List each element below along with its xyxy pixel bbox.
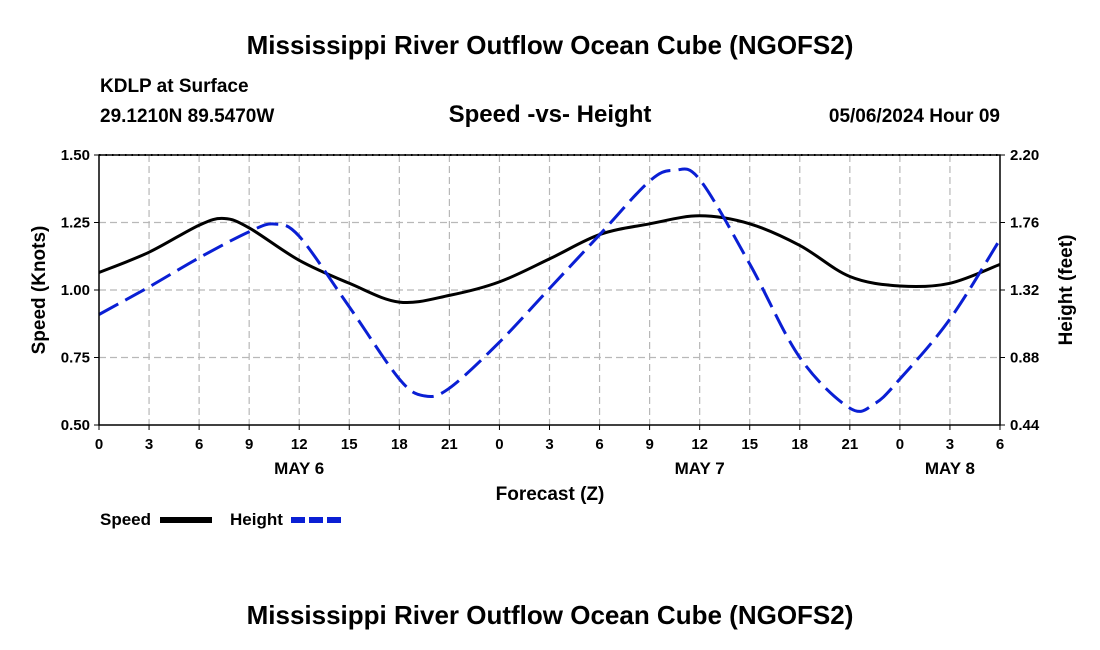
x-tick-label: 3 [145,436,153,453]
x-tick-label: 9 [245,436,253,453]
x-tick-label: 6 [195,436,203,453]
x-tick-label: 15 [741,436,758,453]
x-tick-label: 0 [95,436,103,453]
x-tick-label: 12 [291,436,308,453]
y-tick-label: 1.00 [61,282,90,299]
y2-tick-label: 1.76 [1010,215,1039,232]
y2-tick-label: 0.44 [1010,417,1040,434]
x-tick-label: 9 [645,436,653,453]
x-tick-label: 3 [946,436,954,453]
x-tick-label: 18 [791,436,808,453]
x-tick-label: 15 [341,436,358,453]
y-axis-label: Speed (Knots) [29,226,50,355]
x-tick-label: 6 [996,436,1004,453]
x-tick-label: 21 [841,436,858,453]
station-label: KDLP at Surface [100,76,249,97]
grid-lines [99,155,1000,425]
x-tick-label: 12 [691,436,708,453]
y-tick-label: 0.50 [61,417,90,434]
x-tick-label: 3 [545,436,553,453]
y-tick-label: 1.50 [61,147,90,164]
x-tick-label: 0 [896,436,904,453]
chart-title-top: Mississippi River Outflow Ocean Cube (NG… [246,30,854,60]
axes: 0 3 6 9 12 15 18 21 0 3 6 9 12 15 18 21 0 3 6 MAY 6 MAY 7 MAY… [61,147,1040,478]
y-tick-label: 1.25 [61,215,90,232]
date-label: MAY 7 [675,459,725,478]
chart-title-bottom: Mississippi River Outflow Ocean Cube (NG… [246,600,854,630]
series-layer [98,167,1002,413]
y2-tick-label: 2.20 [1010,147,1039,164]
y2-axis-label: Height (feet) [1056,235,1077,346]
x-axis-label: Forecast (Z) [496,484,605,505]
date-label: MAY 6 [274,459,324,478]
chart-subtitle: Speed -vs- Height [448,101,652,128]
series-speed-line [98,214,1001,305]
series-height-line [98,167,1002,413]
x-tick-label: 6 [595,436,603,453]
legend-height-label: Height [230,510,283,529]
forecast-datetime: 05/06/2024 Hour 09 [828,106,1000,127]
y2-tick-label: 1.32 [1010,282,1039,299]
station-coords: 29.1210N 89.5470W [100,106,275,127]
legend-speed-label: Speed [100,510,151,529]
x-tick-label: 0 [495,436,503,453]
x-tick-label: 18 [391,436,408,453]
y-tick-label: 0.75 [61,350,90,367]
y2-tick-label: 0.88 [1010,350,1039,367]
date-label: MAY 8 [925,459,975,478]
x-tick-label: 21 [441,436,458,453]
